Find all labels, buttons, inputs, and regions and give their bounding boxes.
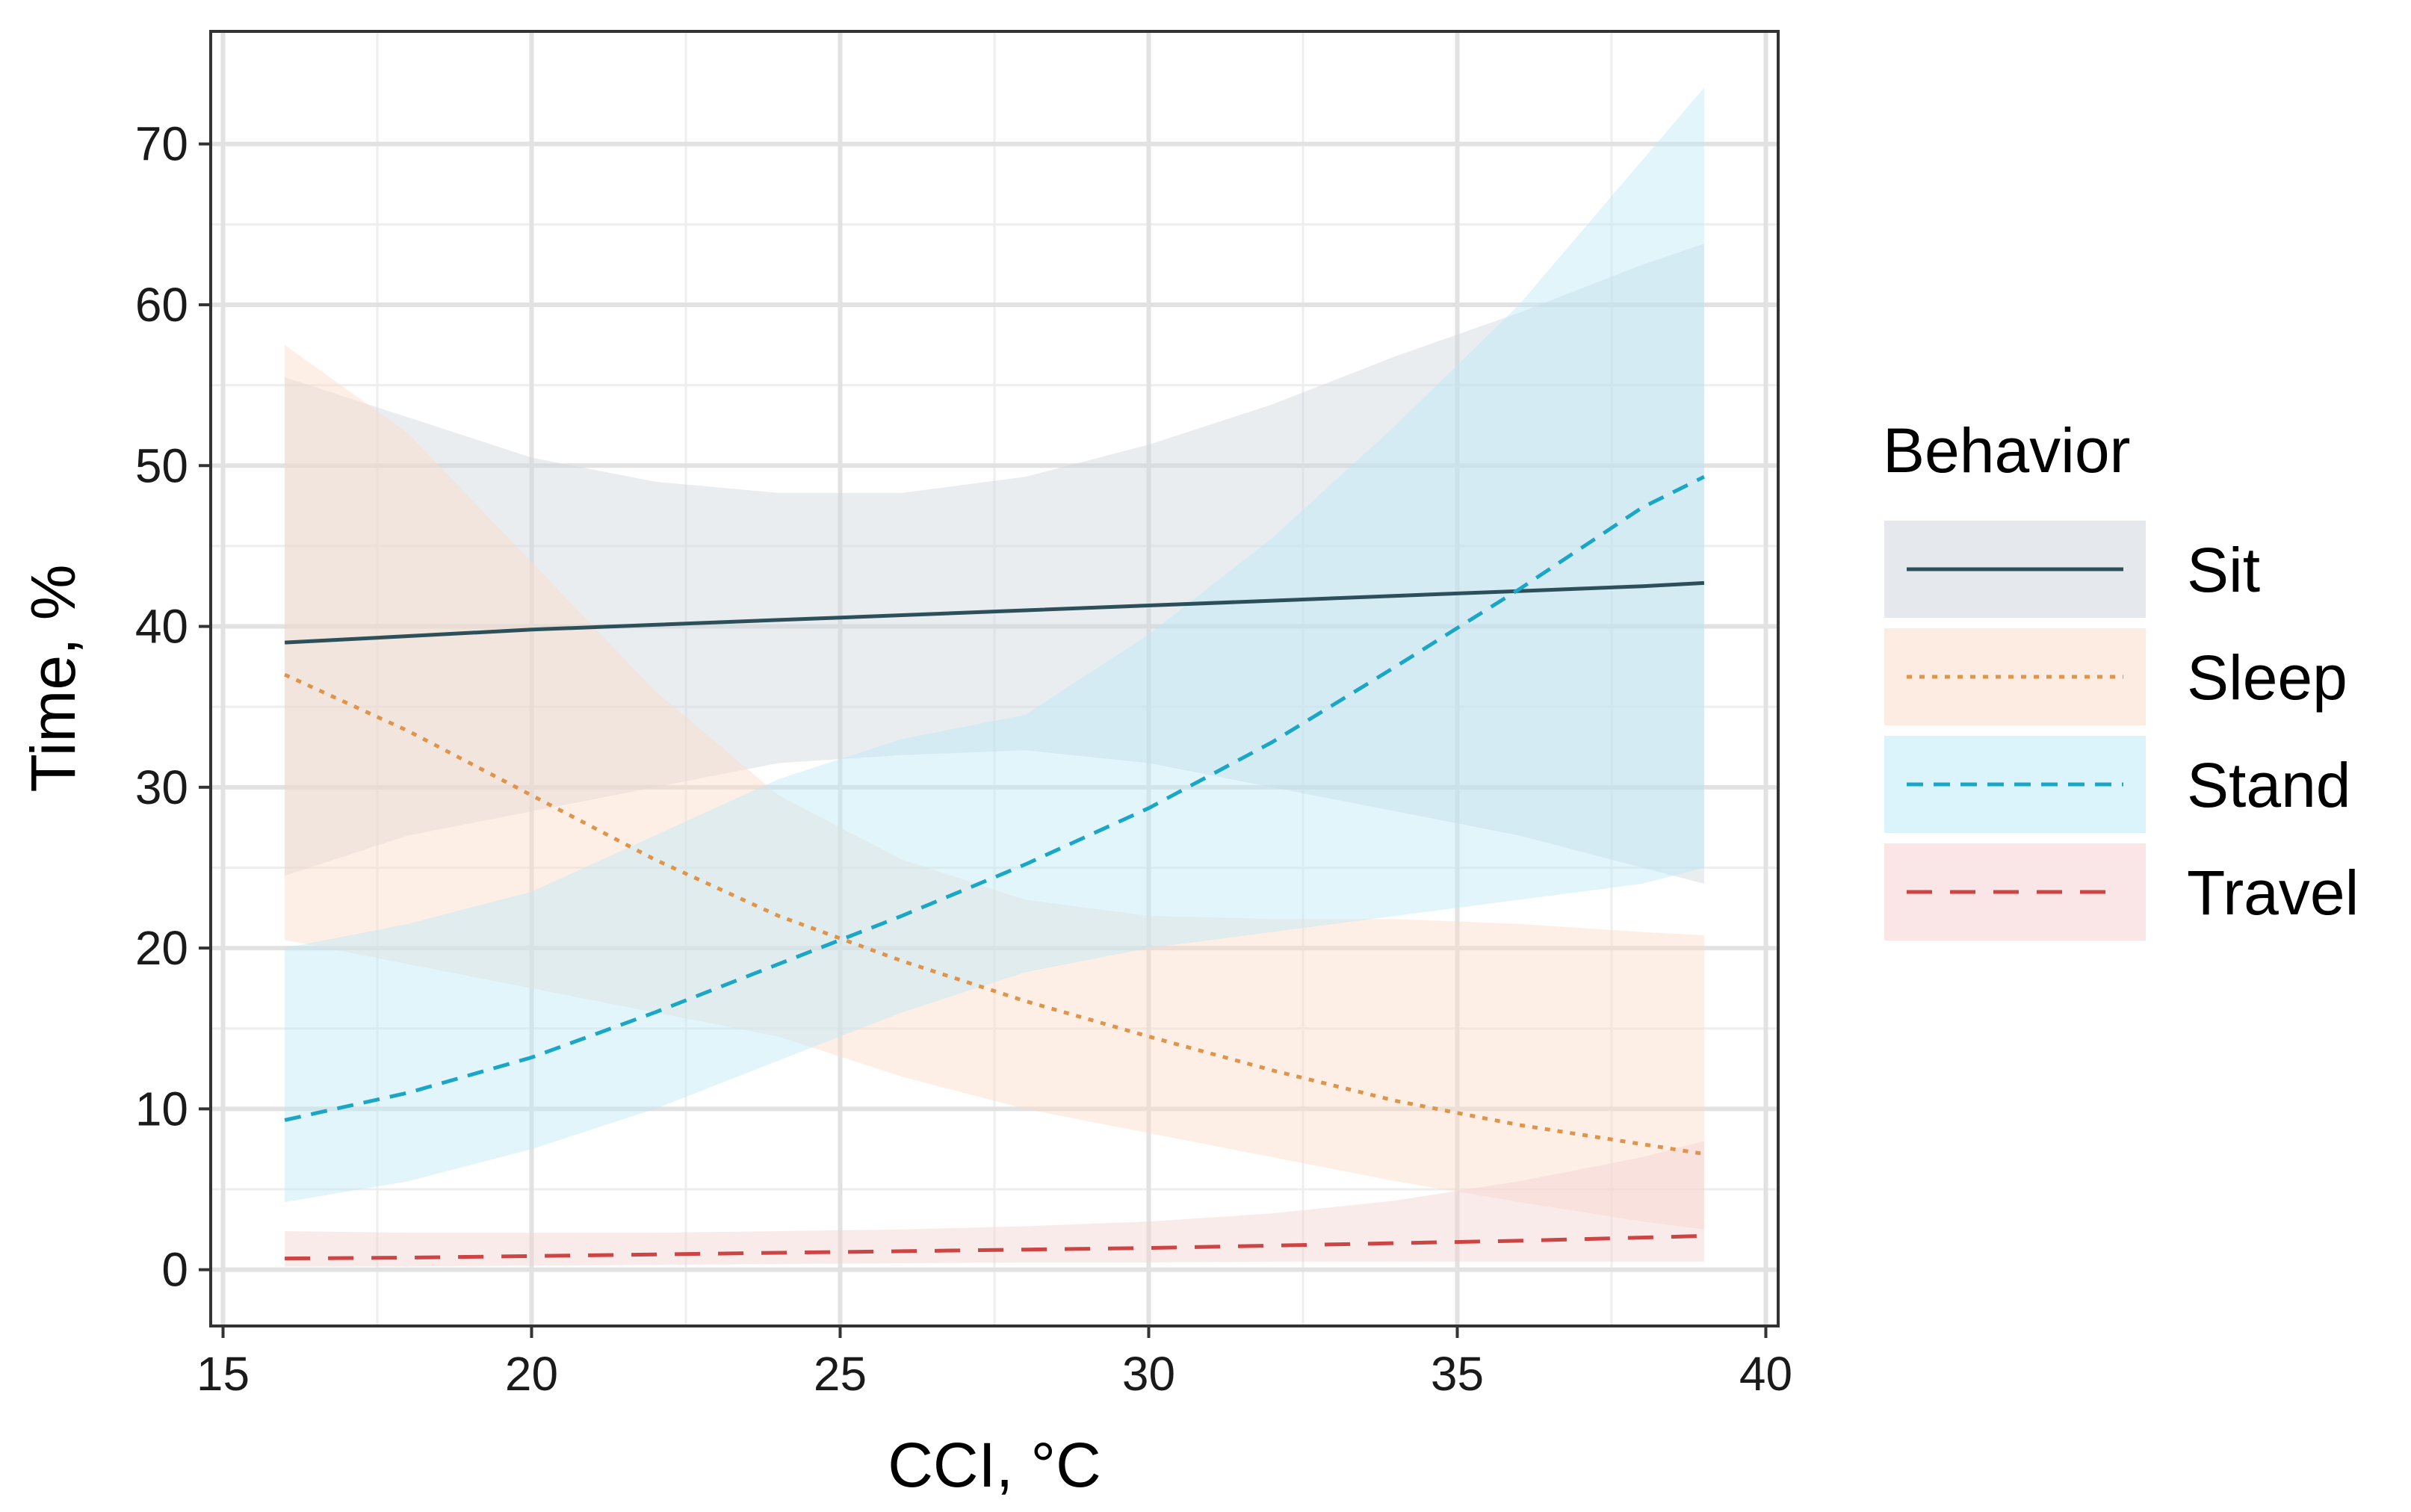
- legend: Behavior Sit Sleep Stand Travel: [1883, 415, 2359, 941]
- grid-major: [211, 31, 1778, 1326]
- band-stand: [285, 87, 1704, 1203]
- x-tick-label: 25: [814, 1347, 867, 1401]
- legend-label-sit: Sit: [2187, 535, 2260, 605]
- y-axis-title: Time, %: [18, 565, 88, 793]
- y-tick-label: 70: [135, 117, 188, 171]
- x-tick-label: 40: [1739, 1347, 1792, 1401]
- grid-minor: [211, 31, 1778, 1326]
- plot-border: [209, 30, 1780, 1327]
- y-tick-label: 60: [135, 278, 188, 332]
- confidence-bands: [285, 87, 1704, 1267]
- x-axis-title: CCI, °C: [888, 1430, 1101, 1500]
- series-lines: [284, 475, 1706, 1261]
- x-tick-label: 20: [505, 1347, 558, 1401]
- y-axis-ticks: 0 10 20 30 40 50 60 70: [135, 117, 211, 1297]
- x-tick-label: 30: [1122, 1347, 1175, 1401]
- y-tick-label: 40: [135, 600, 188, 654]
- line-stand: [284, 475, 1706, 1122]
- legend-label-travel: Travel: [2187, 858, 2359, 928]
- legend-label-stand: Stand: [2187, 750, 2351, 820]
- legend-label-sleep: Sleep: [2187, 642, 2347, 713]
- y-tick-label: 20: [135, 921, 188, 975]
- x-tick-label: 35: [1431, 1347, 1484, 1401]
- y-tick-label: 50: [135, 439, 188, 492]
- y-tick-label: 30: [135, 760, 188, 814]
- y-tick-label: 0: [161, 1243, 188, 1297]
- x-tick-label: 15: [196, 1347, 250, 1401]
- line-travel: [285, 1233, 1704, 1261]
- x-axis-ticks: 15 20 25 30 35 40: [196, 1326, 1792, 1401]
- y-tick-label: 10: [135, 1082, 188, 1135]
- band-travel: [285, 1141, 1704, 1267]
- band-sleep: [285, 344, 1704, 1230]
- band-sit: [285, 244, 1704, 884]
- legend-title: Behavior: [1883, 415, 2131, 486]
